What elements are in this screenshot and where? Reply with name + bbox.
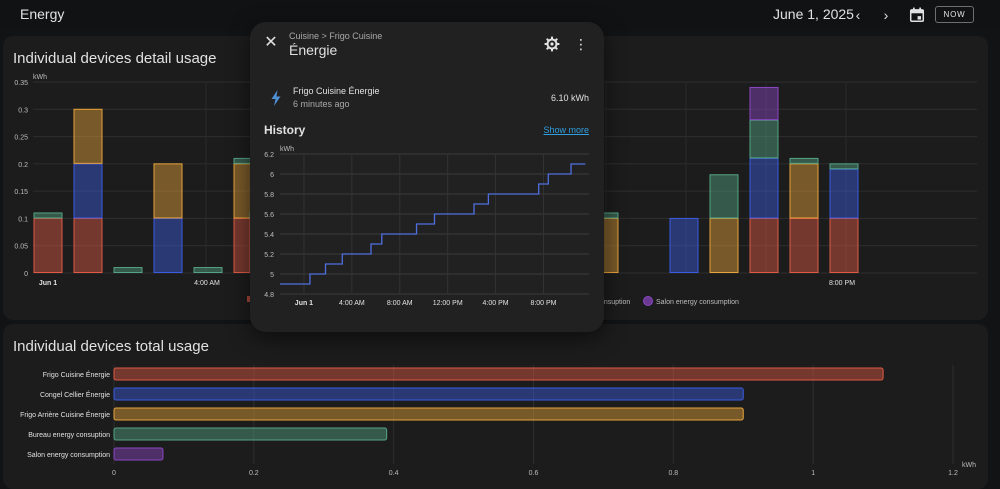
y-tick-label: 6.2 [264, 152, 274, 159]
category-label: Frigo Arrière Cuisine Énergie [20, 410, 110, 419]
y-tick-label: 5.4 [264, 232, 274, 239]
legend-swatch-salon [643, 296, 653, 306]
y-tick-label: 0.3 [18, 107, 28, 114]
x-axis-label: kWh [962, 462, 976, 469]
bar-salon [113, 447, 164, 461]
y-tick-label: 5.8 [264, 192, 274, 199]
now-button[interactable]: NOW [935, 6, 974, 23]
date-display: June 1, 2025 [773, 6, 854, 22]
bar-segment-frigo [73, 217, 103, 274]
y-tick-label: 4.8 [264, 292, 274, 299]
legend-item-salon: Salon energy consumption [656, 299, 739, 306]
x-tick-label: 0.4 [389, 470, 399, 477]
y-tick-label: 0.15 [14, 189, 28, 196]
entity-last-changed: 6 minutes ago [293, 99, 350, 109]
more-info-dialog [250, 22, 604, 332]
y-tick-label: 0.1 [18, 216, 28, 223]
bar-frigo [113, 367, 884, 381]
y-axis-label: kWh [280, 146, 294, 153]
entity-state-value: 6.10 kWh [550, 93, 589, 103]
bar-segment-frigo [789, 217, 819, 274]
entity-name: Frigo Cuisine Énergie [293, 86, 380, 96]
x-tick-label: 0 [112, 470, 116, 477]
x-tick-label: 4:00 AM [339, 300, 365, 307]
x-tick-label: 0.8 [668, 470, 678, 477]
detail-usage-title: Individual devices detail usage [13, 50, 217, 67]
category-label: Salon energy consumption [27, 452, 110, 459]
bar-segment-congel [749, 157, 779, 219]
lightning-bolt-icon [271, 90, 281, 106]
bar-segment-bureau [193, 267, 223, 274]
x-tick-label: 8:00 PM [829, 280, 855, 287]
x-tick-label: 12:00 PM [433, 300, 463, 307]
x-tick-label: 1.2 [948, 470, 958, 477]
page-title: Energy [20, 6, 65, 22]
y-axis-label: kWh [33, 74, 47, 81]
bar-segment-frigo [829, 217, 859, 274]
bar-segment-arriere [709, 217, 739, 274]
bar-segment-congel [829, 168, 859, 219]
bar-segment-arriere [73, 108, 103, 164]
category-label: Bureau energy consuption [28, 432, 110, 439]
total-usage-chart: 0 0.2 0.4 0.6 0.8 1 1.2 kWh Frigo Cuisine Énergi… [20, 365, 976, 477]
calendar-icon[interactable] [909, 7, 925, 23]
bar-bureau [113, 427, 388, 441]
bar-segment-congel [73, 163, 103, 219]
category-label: Frigo Cuisine Énergie [43, 370, 110, 379]
history-series-line [280, 163, 586, 285]
x-tick-label: Jun 1 [39, 280, 57, 287]
y-tick-label: 5 [270, 272, 274, 279]
y-tick-label: 5.6 [264, 212, 274, 219]
dialog-breadcrumb: Cuisine > Frigo Cuisine [289, 31, 383, 41]
dialog-title: Énergie [289, 42, 338, 58]
chevron-left-icon[interactable]: ‹ [855, 7, 861, 23]
x-tick-label: 0.6 [529, 470, 539, 477]
x-tick-label: 8:00 PM [530, 300, 556, 307]
gear-icon[interactable] [543, 35, 561, 53]
x-tick-label: 4:00 AM [194, 280, 220, 287]
bar-segment-congel [153, 217, 183, 274]
x-tick-label: 0.2 [249, 470, 259, 477]
y-tick-label: 0.2 [18, 162, 28, 169]
bar-segment-bureau [113, 267, 143, 274]
close-icon[interactable]: ✕ [264, 34, 278, 51]
x-tick-label: 4:00 PM [483, 300, 509, 307]
y-tick-label: 5.2 [264, 252, 274, 259]
chevron-right-icon[interactable]: › [883, 7, 889, 23]
bar-segment-bureau [829, 163, 859, 170]
bar-segment-bureau [789, 157, 819, 164]
y-tick-label: 0.05 [14, 244, 28, 251]
x-tick-label: 8:00 AM [387, 300, 413, 307]
bar-segment-frigo [749, 217, 779, 274]
legend-item-bureau: ...nsuption [598, 299, 630, 306]
y-tick-label: 0 [24, 271, 28, 278]
bar-segment-bureau [749, 119, 779, 159]
x-tick-label: 1 [811, 470, 815, 477]
category-label: Congel Cellier Énergie [40, 390, 110, 399]
more-vertical-icon[interactable]: ⋮ [574, 36, 588, 52]
bar-arriere [113, 407, 744, 421]
bar-congel [113, 387, 744, 401]
bar-segment-bureau [33, 212, 63, 219]
bar-segment-bureau [709, 174, 739, 219]
bar-segment-congel [669, 217, 699, 274]
total-usage-card [3, 324, 988, 489]
history-title: History [264, 123, 306, 137]
bar-segment-salon [749, 86, 779, 121]
y-tick-label: 0.35 [14, 80, 28, 87]
x-tick-label: Jun 1 [295, 300, 313, 307]
y-tick-label: 6 [270, 172, 274, 179]
show-more-link[interactable]: Show more [543, 125, 589, 135]
bar-segment-arriere [789, 163, 819, 219]
bar-segment-frigo [33, 217, 63, 274]
total-usage-title: Individual devices total usage [13, 338, 209, 355]
bar-segment-arriere [153, 163, 183, 219]
history-chart: 4.8 5 5.2 5.4 5.6 5.8 6 6.2 kWh Jun 1 4:00 AM 8:00 … [264, 146, 589, 307]
y-tick-label: 0.25 [14, 135, 28, 142]
